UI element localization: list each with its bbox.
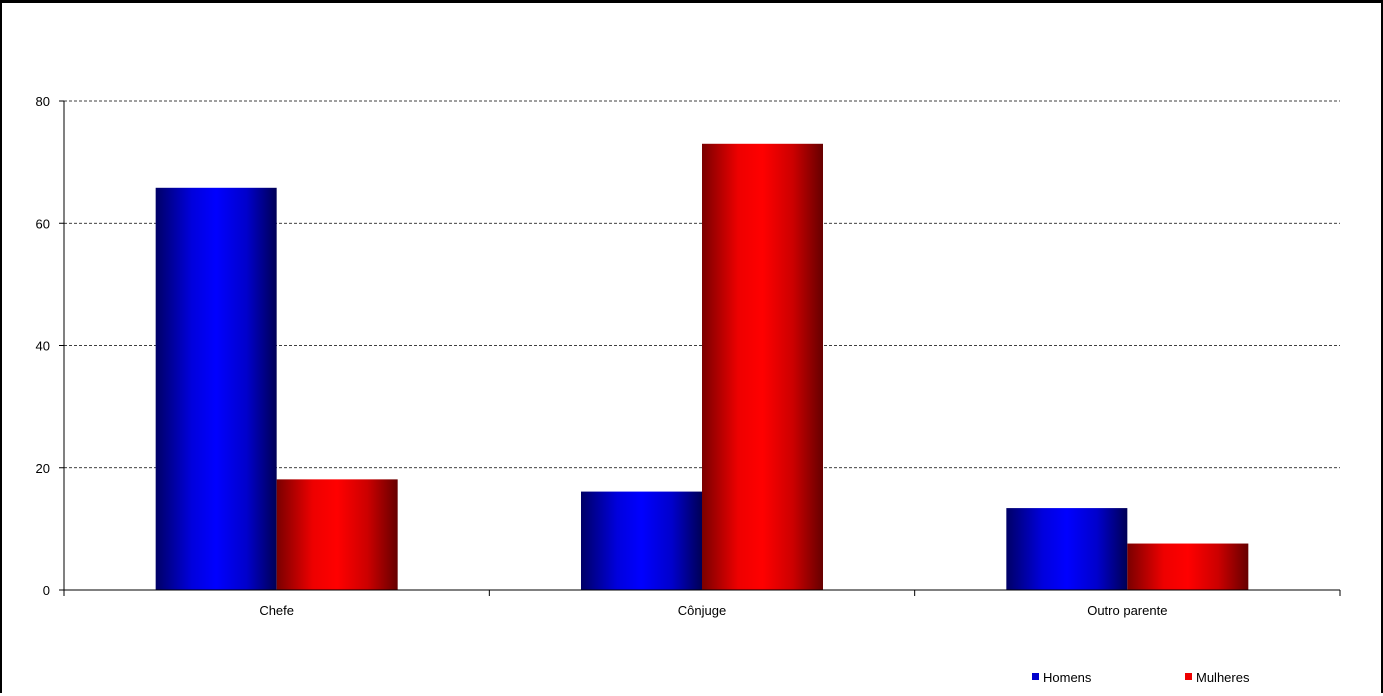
bar-mulheres-0 [277, 479, 398, 590]
legend: Homens Mulheres [1032, 670, 1250, 685]
x-tick-label: Cônjuge [678, 603, 726, 618]
bars [156, 144, 1249, 590]
y-tick-label: 20 [36, 461, 50, 476]
bar-homens-0 [156, 188, 277, 590]
bar-homens-2 [1006, 508, 1127, 590]
y-tick-label: 60 [36, 216, 50, 231]
bar-homens-1 [581, 492, 702, 590]
bar-mulheres-2 [1127, 544, 1248, 590]
legend-swatch-mulheres [1185, 673, 1192, 680]
x-tick-label: Outro parente [1087, 603, 1167, 618]
legend-label-mulheres: Mulheres [1196, 670, 1250, 685]
bar-mulheres-1 [702, 144, 823, 590]
legend-label-homens: Homens [1043, 670, 1092, 685]
y-tick-label: 40 [36, 339, 50, 354]
x-tick-label: Chefe [259, 603, 294, 618]
bar-chart: 0 20 40 60 80 Chefe Cônjuge Outro parente Homen… [2, 3, 1383, 696]
y-tick-label: 0 [43, 583, 50, 598]
legend-swatch-homens [1032, 673, 1039, 680]
y-tick-label: 80 [36, 94, 50, 109]
